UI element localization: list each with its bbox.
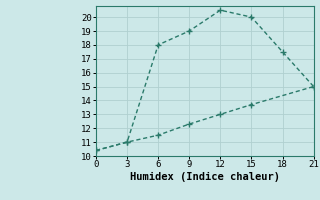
X-axis label: Humidex (Indice chaleur): Humidex (Indice chaleur) [130,172,280,182]
